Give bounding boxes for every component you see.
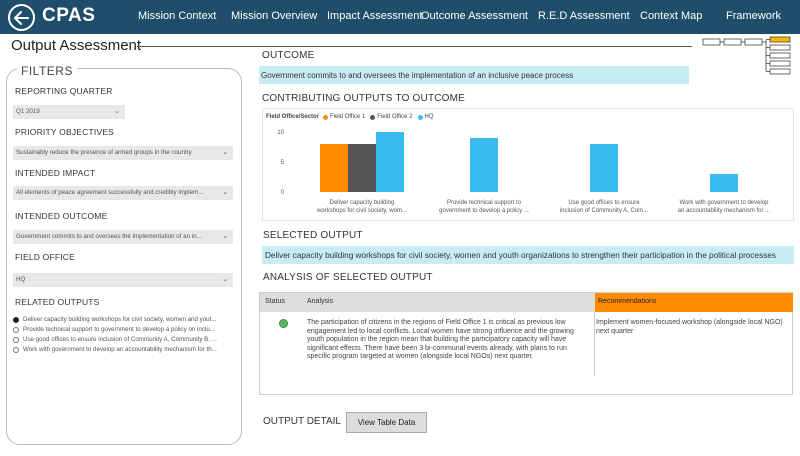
intended-impact-label: INTENDED IMPACT (15, 168, 96, 178)
nav-mission-context[interactable]: Mission Context (138, 10, 217, 22)
nav-outcome-assessment[interactable]: Outcome Assessment (421, 10, 528, 22)
x-tick-label: Work with government to develop (680, 200, 770, 206)
field-office-label: FIELD OFFICE (15, 252, 76, 262)
recommendations-column-header[interactable]: Recommendations (595, 293, 793, 312)
x-tick-label: government to develop a policy ... (439, 208, 529, 214)
bar (376, 132, 404, 192)
chevron-down-icon: ⌄ (222, 149, 228, 156)
column-divider (594, 312, 595, 376)
related-output-label: Deliver capacity building workshops for … (23, 316, 217, 323)
app-title: CPAS (42, 5, 96, 26)
output-detail-label: OUTPUT DETAIL (263, 416, 341, 427)
x-tick-label: Deliver capacity building (330, 200, 395, 206)
nav-impact-assessment[interactable]: Impact Assessment (327, 10, 423, 22)
legend-item[interactable]: HQ (417, 114, 434, 120)
nav-framework[interactable]: Framework (726, 10, 782, 22)
status-column-header[interactable]: Status (265, 298, 285, 305)
recommendation-cell: Implement women-focused workshop (alongs… (596, 319, 783, 335)
related-output-option[interactable]: Work with government to develop an accou… (13, 346, 217, 353)
related-output-option[interactable]: Provide technical support to government … (13, 326, 215, 333)
status-indicator (279, 319, 288, 328)
related-output-option[interactable]: Deliver capacity building workshops for … (13, 316, 217, 323)
chart-legend: Field Office/Sector Field Office 1 Field… (266, 114, 439, 120)
priority-objectives-value: Sustainably reduce the presence of armed… (16, 149, 192, 156)
intended-outcome-value: Government commits to and oversees the i… (16, 233, 202, 240)
reporting-quarter-value: Q1 2019 (16, 108, 40, 115)
outcome-text: Government commits to and oversees the i… (259, 66, 689, 84)
intended-outcome-label: INTENDED OUTCOME (15, 211, 108, 221)
related-output-option[interactable]: Use good offices to ensure inclusion of … (13, 336, 217, 343)
view-table-data-button[interactable]: View Table Data (346, 412, 427, 433)
chevron-down-icon: ⌄ (222, 233, 228, 240)
y-tick-label: 5 (281, 160, 285, 166)
title-divider (137, 46, 692, 47)
legend-swatch (370, 114, 376, 120)
arrow-left-icon (14, 10, 29, 25)
outcome-heading: OUTCOME (262, 50, 315, 61)
reporting-quarter-label: REPORTING QUARTER (15, 86, 113, 96)
intended-impact-value: All elements of peace agreement successf… (16, 189, 204, 196)
related-outputs-label: RELATED OUTPUTS (15, 297, 100, 307)
filters-panel: FILTERS REPORTING QUARTER Q1 2019 ⌄ PRIO… (6, 64, 242, 445)
framework-minimap[interactable] (702, 36, 796, 76)
chevron-down-icon: ⌄ (222, 189, 228, 196)
x-tick-label: Use good offices to ensure (568, 200, 640, 206)
chevron-down-icon: ⌄ (114, 108, 120, 115)
bar (710, 174, 738, 192)
priority-objectives-select[interactable]: Sustainably reduce the presence of armed… (13, 146, 233, 160)
intended-outcome-select[interactable]: Government commits to and oversees the i… (13, 230, 233, 244)
top-nav-bar: CPAS Mission Context Mission Overview Im… (0, 0, 800, 34)
bar (320, 144, 348, 192)
legend-item[interactable]: Field Office 2 (370, 114, 413, 120)
selected-output-heading: SELECTED OUTPUT (263, 230, 363, 241)
contributing-outputs-chart: 0 5 10 Deliver capacity building workshops f… (277, 130, 771, 214)
x-tick-label: workshops for civil society, wom... (316, 208, 407, 214)
legend-label: Field Office 1 (330, 114, 366, 120)
radio-unselected-icon (13, 326, 19, 333)
analysis-cell: The participation of citizens in the reg… (307, 319, 574, 360)
y-tick-label: 0 (281, 190, 285, 196)
legend-item[interactable]: Field Office 1 (323, 114, 365, 120)
legend-title: Field Office/Sector (266, 114, 320, 120)
radio-unselected-icon (13, 346, 19, 353)
legend-label: HQ (424, 114, 434, 120)
nav-mission-overview[interactable]: Mission Overview (231, 10, 318, 22)
nav-context-map[interactable]: Context Map (640, 10, 703, 22)
bar (470, 138, 498, 192)
selected-output-text: Deliver capacity building workshops for … (262, 246, 794, 264)
y-tick-label: 10 (277, 130, 284, 136)
field-office-select[interactable]: HQ ⌄ (13, 273, 233, 287)
analysis-table: Status Analysis Recommendations The part… (259, 292, 793, 395)
field-office-value: HQ (16, 276, 26, 283)
legend-swatch (323, 114, 329, 120)
x-tick-label: an accountability mechanism for ... (678, 208, 771, 214)
related-output-label: Work with government to develop an accou… (23, 346, 217, 353)
x-tick-label: Provide technical support to (447, 200, 522, 206)
radio-selected-icon (13, 316, 19, 323)
priority-objectives-label: PRIORITY OBJECTIVES (15, 127, 115, 137)
chevron-down-icon: ⌄ (222, 276, 228, 283)
intended-impact-select[interactable]: All elements of peace agreement successf… (13, 186, 233, 200)
analysis-heading: ANALYSIS OF SELECTED OUTPUT (263, 272, 433, 283)
nav-red-assessment[interactable]: R.E.D Assessment (538, 10, 630, 22)
legend-label: Field Office 2 (377, 114, 413, 120)
radio-unselected-icon (13, 336, 19, 343)
x-tick-label: inclusion of Community A, Com... (560, 208, 649, 214)
legend-swatch (417, 114, 423, 120)
related-output-label: Use good offices to ensure inclusion of … (23, 336, 217, 343)
bar (348, 144, 376, 192)
back-button[interactable] (8, 4, 35, 31)
reporting-quarter-select[interactable]: Q1 2019 ⌄ (13, 105, 125, 119)
bar (590, 144, 618, 192)
chart-container (262, 108, 794, 221)
analysis-column-header[interactable]: Analysis (307, 298, 334, 305)
related-output-label: Provide technical support to government … (23, 326, 215, 333)
filters-title: FILTERS (17, 64, 77, 78)
contributing-heading: CONTRIBUTING OUTPUTS TO OUTCOME (262, 93, 466, 104)
page-title: Output Assessment (11, 37, 142, 54)
